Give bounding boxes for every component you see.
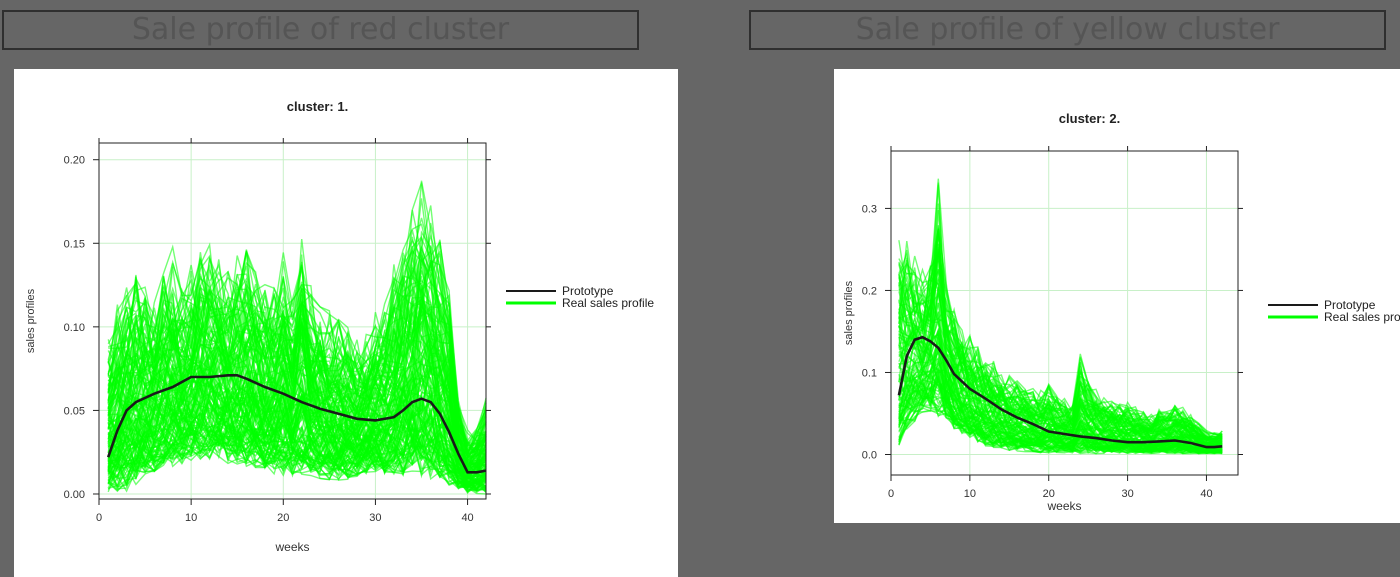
x-axis-label: weeks bbox=[1046, 499, 1081, 513]
real-sales-profile-line bbox=[107, 302, 487, 462]
y-tick-label: 0.05 bbox=[64, 405, 85, 417]
legend-real-label: Real sales profile bbox=[1324, 310, 1400, 324]
y-tick-label: 0.10 bbox=[64, 322, 85, 334]
yellow-cluster-banner: Sale profile of yellow cluster bbox=[749, 10, 1386, 50]
y-tick-label: 0.00 bbox=[64, 489, 85, 501]
real-sales-profile-line bbox=[898, 302, 1223, 444]
chart-title: cluster: 1. bbox=[287, 99, 348, 114]
real-sales-profile-line bbox=[108, 252, 487, 455]
x-tick-label: 40 bbox=[461, 512, 473, 524]
real-sales-profile-line bbox=[107, 427, 487, 488]
real-sales-profile-line bbox=[107, 288, 487, 456]
yellow-cluster-chart-panel: 0 10 20 30 40 0.0 0.1 0.2 0.3 cluster: 2. weeks sal… bbox=[834, 69, 1400, 523]
real-sales-profile-line bbox=[107, 320, 487, 480]
cluster-1-chart: 0 10 20 30 40 0.00 0.05 0.10 0.15 0.20 cluster: 1.… bbox=[25, 99, 654, 554]
y-axis-label: sales profiles bbox=[843, 280, 855, 345]
real-sales-profile-line bbox=[898, 385, 1223, 455]
x-tick-label: 0 bbox=[888, 488, 894, 500]
x-tick-label: 0 bbox=[96, 512, 102, 524]
prototype-line bbox=[106, 373, 487, 474]
real-sales-profile-line bbox=[107, 394, 487, 484]
y-tick-label: 0.20 bbox=[64, 155, 85, 167]
real-sales-profile-line bbox=[107, 357, 487, 475]
real-sales-profile-line bbox=[898, 375, 1223, 453]
real-sales-profile-line bbox=[107, 371, 487, 481]
x-tick-label: 30 bbox=[369, 512, 381, 524]
real-sales-profile-line bbox=[107, 373, 487, 486]
y-tick-label: 0.2 bbox=[862, 285, 877, 297]
plot-frame bbox=[98, 142, 487, 500]
real-sales-profile-line bbox=[107, 339, 487, 474]
prototype-line bbox=[897, 335, 1223, 449]
y-tick-label: 0.1 bbox=[862, 367, 877, 379]
red-cluster-banner: Sale profile of red cluster bbox=[2, 10, 639, 50]
legend-prototype-label: Prototype bbox=[562, 284, 614, 298]
x-tick-label: 20 bbox=[277, 512, 289, 524]
real-sales-profile-line bbox=[898, 372, 1223, 454]
real-sales-profile-line bbox=[108, 428, 487, 493]
x-axis-label: weeks bbox=[274, 540, 309, 554]
legend-prototype-label: Prototype bbox=[1324, 298, 1376, 312]
plot-frame bbox=[890, 150, 1239, 476]
real-sales-profile-line bbox=[898, 261, 1223, 441]
real-sales-profile-line bbox=[107, 280, 487, 469]
real-sales-profile-line bbox=[107, 182, 487, 460]
real-sales-profiles bbox=[898, 178, 1223, 455]
red-cluster-chart-panel: 0 10 20 30 40 0.00 0.05 0.10 0.15 0.20 cluster: 1.… bbox=[14, 69, 678, 577]
x-tick-label: 40 bbox=[1200, 488, 1212, 500]
real-sales-profile-line bbox=[898, 275, 1223, 443]
legend-real-label: Real sales profile bbox=[562, 296, 654, 310]
real-sales-profile-line bbox=[107, 421, 487, 490]
y-tick-label: 0.3 bbox=[862, 203, 877, 215]
x-tick-label: 30 bbox=[1121, 488, 1133, 500]
y-axis-label: sales profiles bbox=[25, 288, 37, 353]
real-sales-profile-line bbox=[898, 379, 1223, 454]
y-tick-label: 0.15 bbox=[64, 238, 85, 250]
chart-title: cluster: 2. bbox=[1059, 111, 1120, 126]
x-tick-label: 10 bbox=[185, 512, 197, 524]
real-sales-profiles bbox=[107, 180, 487, 495]
y-tick-label: 0.0 bbox=[862, 449, 877, 461]
real-sales-profile-line bbox=[107, 205, 487, 457]
x-tick-label: 10 bbox=[964, 488, 976, 500]
x-tick-label: 20 bbox=[1043, 488, 1055, 500]
cluster-2-chart: 0 10 20 30 40 0.0 0.1 0.2 0.3 cluster: 2. weeks sal… bbox=[843, 111, 1400, 513]
real-sales-profile-line bbox=[898, 248, 1223, 441]
